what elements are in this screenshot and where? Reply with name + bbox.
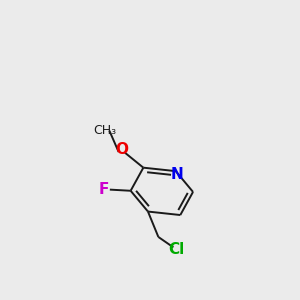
Text: CH₃: CH₃ xyxy=(94,124,117,137)
Text: F: F xyxy=(99,182,109,197)
Text: N: N xyxy=(170,167,183,182)
Text: O: O xyxy=(115,142,128,157)
Text: Cl: Cl xyxy=(169,242,185,257)
